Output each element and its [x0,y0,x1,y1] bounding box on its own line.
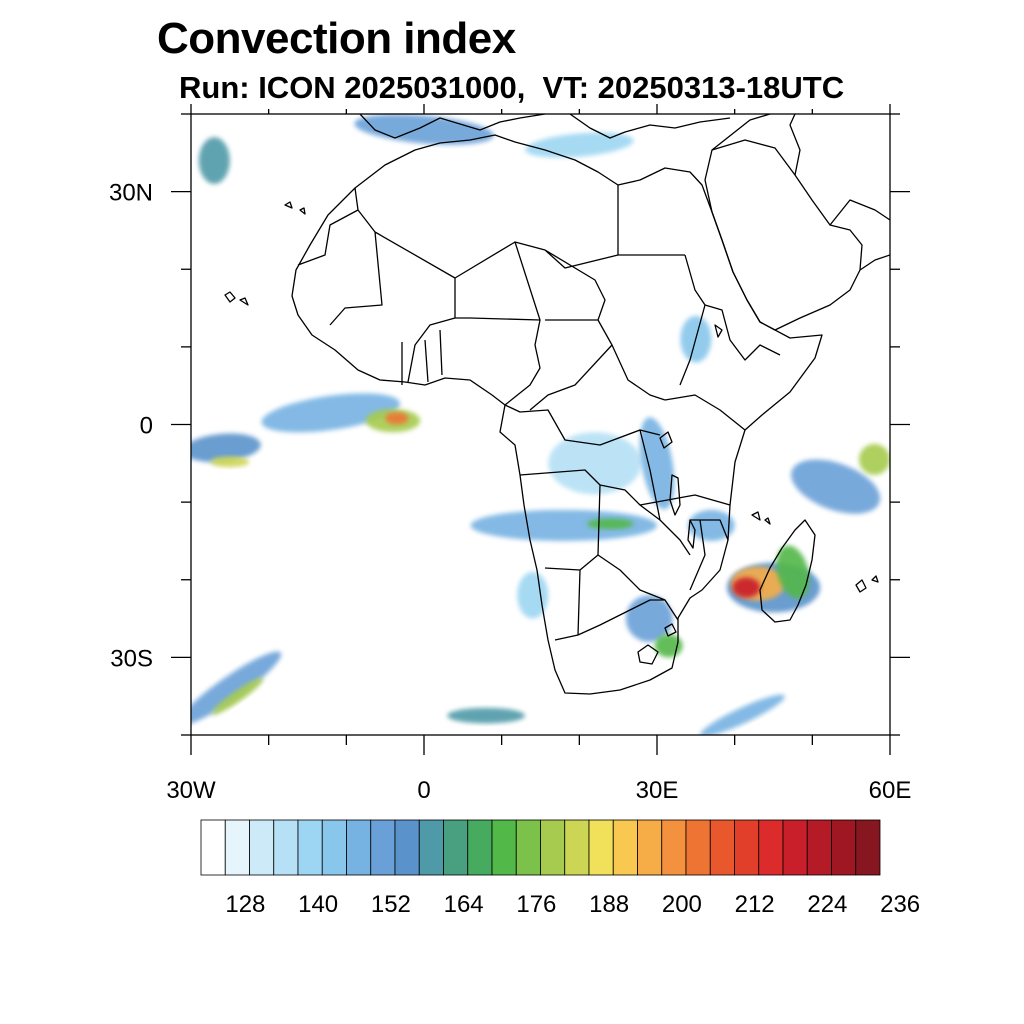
colorbar-label: 200 [662,891,702,918]
convection-cell-7 [525,132,634,158]
convection-cell-20 [776,545,810,599]
convection-cell-22 [858,443,890,475]
arabia-outline [704,139,863,331]
x-tick-label: 0 [417,777,430,804]
colorbar-label: 140 [298,891,338,918]
colorbar-swatch [806,819,832,876]
colorbar-swatch [855,819,881,876]
convection-cell-9 [548,432,642,495]
colorbar-label: 164 [444,891,484,918]
country-border-lines [297,185,781,641]
colorbar-swatch [200,819,226,876]
y-tick-label: 30S [110,645,153,672]
convection-cell-12 [587,518,634,530]
colorbar-swatch [418,819,444,876]
colorbar-swatch [346,819,372,876]
colorbar-label: 236 [880,891,920,918]
colorbar-swatch [394,819,420,876]
colorbar-swatch [782,819,808,876]
chart-title: Convection index [157,14,516,63]
y-tick-label: 30N [109,180,153,207]
colorbar-swatch [491,819,517,876]
colorbar-label: 188 [589,891,629,918]
colorbar-swatch [515,819,541,876]
colorbar-label: 128 [225,891,265,918]
colorbar-swatch [273,819,299,876]
colorbar-label: 176 [516,891,556,918]
colorbar-swatch [758,819,784,876]
convection-cell-13 [688,509,735,541]
colorbar-swatch [297,819,323,876]
colorbar-swatch [467,819,493,876]
colorbar-label: 224 [807,891,847,918]
convection-cell-3 [191,433,261,463]
colorbar-swatch [588,819,614,876]
convection-cell-23 [191,651,282,726]
convection-cell-21 [791,459,881,514]
colorbar-label: 152 [371,891,411,918]
axis-ticks [171,104,910,755]
colorbar-swatch [734,819,760,876]
convection-cell-24 [211,677,264,715]
convection-cell-26 [700,694,785,735]
axis-tick-labels: 30W 0 30E 60E 30N 0 30S [109,180,911,804]
convection-field [191,114,890,735]
colorbar-swatch [612,819,638,876]
x-tick-label: 30W [166,777,216,804]
convection-cell-25 [447,707,525,724]
colorbar-labels: 128 140 152 164 176 188 200 212 224 236 [225,891,920,918]
country-borders [224,114,890,695]
africa-coastline [291,134,823,695]
colorbar-swatch [709,819,735,876]
convection-cell-11 [470,509,657,541]
colorbar-swatch [443,819,469,876]
y-tick-label: 0 [140,413,153,440]
convection-cell-19 [732,577,761,598]
convection-cell-4 [210,456,250,468]
colorbar-swatch [249,819,275,876]
colorbar-swatch [637,819,663,876]
colorbar-swatch [564,819,590,876]
colorbar-swatch [370,819,396,876]
convection-cell-2 [385,412,409,425]
europe-coast [359,114,546,139]
colorbar-swatch [661,819,687,876]
convection-cell-0 [261,393,401,433]
colorbar-swatch [831,819,857,876]
x-tick-label: 30E [636,777,679,804]
colorbar-swatch [321,819,347,876]
colorbar [200,819,881,876]
x-tick-label: 60E [869,777,912,804]
madagascar-outline [759,519,816,623]
colorbar-label: 212 [735,891,775,918]
convection-cell-6 [354,114,494,145]
colorbar-swatch [224,819,250,876]
convection-cell-10 [639,417,675,510]
colorbar-swatch [685,819,711,876]
chart-subtitle: Run: ICON 2025031000, VT: 20250313-18UTC [179,70,845,105]
convection-cell-5 [198,137,230,184]
convection-cell-14 [517,571,549,619]
colorbar-swatch [540,819,566,876]
